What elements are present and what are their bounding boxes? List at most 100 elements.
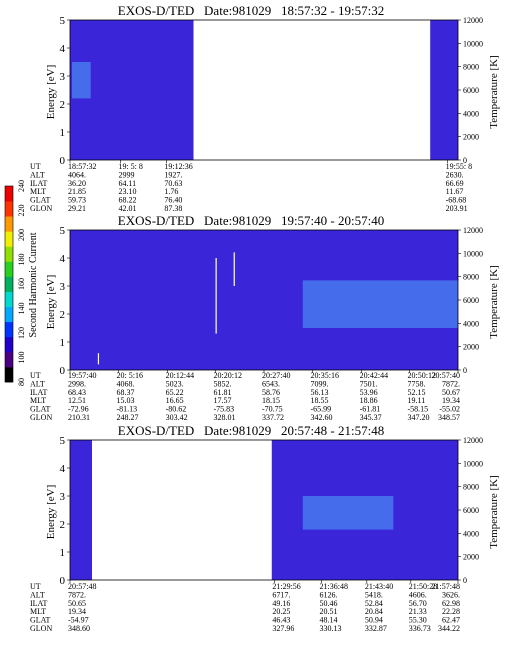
- table-cell: 19:12:36: [164, 162, 192, 171]
- table-cell: -61.81: [360, 405, 381, 414]
- spectrogram-panel-2: EXOS-D/TED Date:981029 19:57:40 - 20:57:…: [30, 213, 500, 422]
- y-tick-label: 2: [60, 99, 66, 111]
- table-cell: 344.22: [438, 624, 460, 633]
- table-cell: 11.67: [446, 187, 464, 196]
- table-cell: 21.33: [409, 607, 427, 616]
- table-cell: 20.25: [272, 607, 290, 616]
- y-tick-label: 1: [60, 547, 66, 559]
- table-cell: 62.47: [442, 616, 460, 625]
- colorbar-segment: [5, 306, 13, 323]
- table-cell: 21:43:40: [365, 582, 393, 591]
- y2-tick-label: 4000: [463, 529, 479, 538]
- table-row-label: GLAT: [30, 616, 51, 625]
- y2-tick-label: 2000: [463, 133, 479, 142]
- table-cell: 330.13: [320, 624, 342, 633]
- table-cell: 337.72: [262, 413, 284, 422]
- table-cell: 19: 5: 8: [118, 162, 142, 171]
- colorbar-tick-label: 80: [17, 378, 26, 386]
- bright-region: [302, 280, 458, 328]
- colorbar-label: Second Harmonic Current: [28, 232, 39, 337]
- table-cell: 2999: [118, 170, 134, 179]
- table-cell: 58.76: [262, 388, 280, 397]
- y2-tick-label: 4000: [463, 109, 479, 118]
- table-cell: -80.62: [166, 405, 187, 414]
- y2-tick-label: 6000: [463, 506, 479, 515]
- colorbar-segment: [5, 366, 13, 383]
- y2-tick-label: 10000: [463, 249, 483, 258]
- table-cell: 46.43: [272, 616, 290, 625]
- table-cell: 42.01: [118, 204, 136, 213]
- table-cell: 348.60: [68, 624, 90, 633]
- table-cell: 20:57:48: [68, 582, 96, 591]
- table-row-label: ALT: [30, 590, 45, 599]
- colorbar-segment: [5, 231, 13, 247]
- colorbar-tick-label: 160: [17, 278, 26, 290]
- y-axis-label: Energy [eV]: [45, 275, 57, 329]
- table-cell: 203.91: [446, 204, 468, 213]
- table-cell: 20:50:12: [408, 371, 436, 380]
- table-cell: 48.14: [320, 616, 338, 625]
- table-cell: 210.31: [68, 413, 90, 422]
- table-cell: 18.15: [262, 396, 280, 405]
- table-cell: -68.68: [446, 196, 467, 205]
- table-row-label: GLAT: [30, 196, 51, 205]
- y2-tick-label: 12000: [463, 436, 483, 445]
- colorbar-tick-label: 140: [17, 303, 26, 315]
- y2-tick-label: 12000: [463, 226, 483, 235]
- table-cell: 20.51: [320, 607, 338, 616]
- y2-tick-label: 12000: [463, 16, 483, 25]
- data-interval: [430, 20, 458, 160]
- table-cell: 21:36:48: [320, 582, 348, 591]
- table-row-label: ILAT: [30, 599, 47, 608]
- table-cell: 1.76: [164, 187, 178, 196]
- table-cell: 4606.: [409, 590, 427, 599]
- table-row-label: ILAT: [30, 179, 47, 188]
- table-cell: -65.99: [311, 405, 332, 414]
- table-cell: 22.28: [442, 607, 460, 616]
- table-cell: 336.73: [409, 624, 431, 633]
- y2-axis-label: Temperature [K]: [488, 55, 500, 128]
- table-cell: 5023.: [166, 379, 184, 388]
- table-cell: 7501.: [360, 379, 378, 388]
- table-row-label: UT: [30, 162, 41, 171]
- table-row-label: MLT: [30, 607, 46, 616]
- table-cell: 68.22: [118, 196, 136, 205]
- y2-tick-label: 8000: [463, 63, 479, 72]
- table-cell: -81.13: [117, 405, 138, 414]
- table-row-label: UT: [30, 371, 41, 380]
- y-tick-label: 3: [60, 491, 66, 503]
- table-cell: 20:12:44: [166, 371, 194, 380]
- table-cell: 20:20:12: [214, 371, 242, 380]
- colorbar-tick-label: 220: [17, 205, 26, 217]
- table-cell: 1927.: [164, 170, 182, 179]
- table-row-label: MLT: [30, 396, 46, 405]
- panel-title: EXOS-D/TED Date:981029 20:57:48 - 21:57:…: [118, 423, 384, 438]
- table-cell: 36.20: [68, 179, 86, 188]
- table-cell: 59.73: [68, 196, 86, 205]
- table-cell: 49.16: [272, 599, 290, 608]
- y2-tick-label: 0: [463, 156, 467, 165]
- table-row-label: GLAT: [30, 405, 51, 414]
- table-cell: 332.87: [365, 624, 387, 633]
- table-cell: 6126.: [320, 590, 338, 599]
- table-cell: 70.63: [164, 179, 182, 188]
- table-cell: 342.60: [311, 413, 333, 422]
- y2-tick-label: 0: [463, 576, 467, 585]
- table-cell: 6543.: [262, 379, 280, 388]
- y-tick-label: 1: [60, 337, 66, 349]
- y-axis-label: Energy [eV]: [45, 485, 57, 539]
- y-tick-label: 0: [60, 155, 66, 167]
- table-cell: 23.10: [118, 187, 136, 196]
- table-row-label: ILAT: [30, 388, 47, 397]
- y-tick-label: 4: [60, 253, 66, 265]
- colorbar-frame: [4, 185, 14, 383]
- table-cell: 61.81: [214, 388, 232, 397]
- bright-region: [71, 62, 91, 99]
- bright-region: [302, 496, 394, 530]
- table-cell: -54.97: [68, 616, 89, 625]
- table-cell: -72.96: [68, 405, 89, 414]
- table-cell: 303.42: [166, 413, 188, 422]
- y2-axis-label: Temperature [K]: [488, 475, 500, 548]
- table-cell: 68.37: [117, 388, 135, 397]
